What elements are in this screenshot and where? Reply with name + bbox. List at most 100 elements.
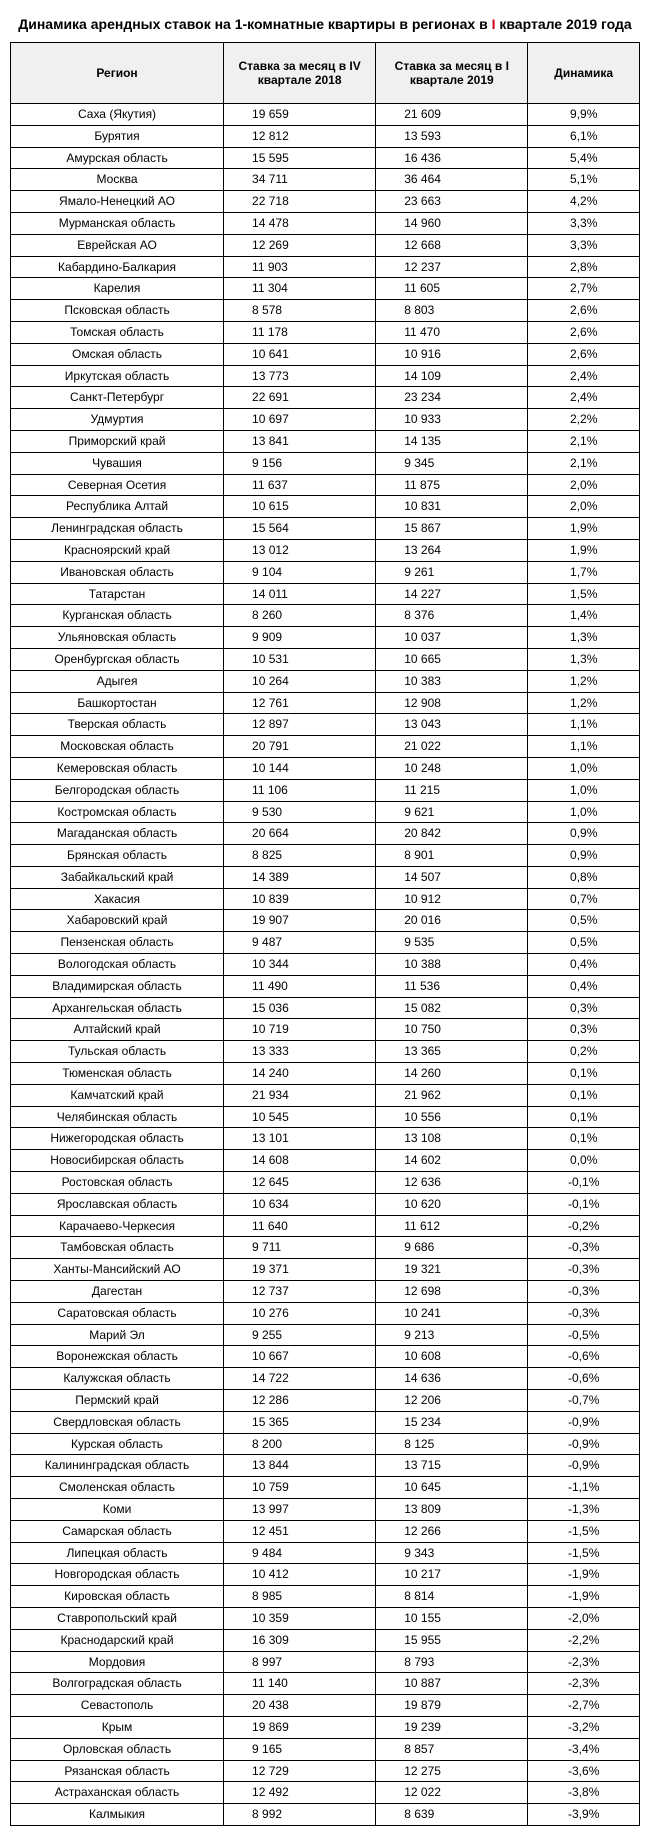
cell-q4: 12 737 — [224, 1281, 376, 1303]
cell-region: Тюменская область — [11, 1063, 224, 1085]
table-row: Алтайский край10 71910 7500,3% — [11, 1019, 640, 1041]
header-row: Регион Ставка за месяц в IV квартале 201… — [11, 43, 640, 104]
table-row: Удмуртия10 69710 9332,2% — [11, 409, 640, 431]
cell-region: Камчатский край — [11, 1084, 224, 1106]
cell-region: Северная Осетия — [11, 474, 224, 496]
cell-region: Еврейская АО — [11, 234, 224, 256]
cell-q4: 10 759 — [224, 1477, 376, 1499]
cell-q4: 12 729 — [224, 1760, 376, 1782]
title-after: квартале 2019 года — [495, 16, 631, 32]
cell-dyn: -3,8% — [528, 1782, 640, 1804]
cell-dyn: -0,9% — [528, 1433, 640, 1455]
cell-q4: 10 634 — [224, 1193, 376, 1215]
table-row: Кемеровская область10 14410 2481,0% — [11, 757, 640, 779]
cell-dyn: -0,3% — [528, 1281, 640, 1303]
cell-dyn: 1,2% — [528, 670, 640, 692]
table-row: Омская область10 64110 9162,6% — [11, 343, 640, 365]
cell-q4: 15 036 — [224, 997, 376, 1019]
cell-region: Воронежская область — [11, 1346, 224, 1368]
cell-dyn: -1,9% — [528, 1564, 640, 1586]
col-region: Регион — [11, 43, 224, 104]
table-row: Волгоградская область11 14010 887-2,3% — [11, 1673, 640, 1695]
cell-q4: 11 903 — [224, 256, 376, 278]
cell-q4: 22 691 — [224, 387, 376, 409]
cell-dyn: 1,9% — [528, 518, 640, 540]
col-dyn: Динамика — [528, 43, 640, 104]
table-row: Астраханская область12 49212 022-3,8% — [11, 1782, 640, 1804]
cell-region: Курская область — [11, 1433, 224, 1455]
cell-q1: 8 803 — [376, 300, 528, 322]
cell-q1: 12 908 — [376, 692, 528, 714]
cell-q4: 10 359 — [224, 1607, 376, 1629]
cell-region: Дагестан — [11, 1281, 224, 1303]
cell-q4: 11 140 — [224, 1673, 376, 1695]
table-row: Костромская область9 5309 6211,0% — [11, 801, 640, 823]
table-row: Калмыкия8 9928 639-3,9% — [11, 1804, 640, 1826]
cell-region: Забайкальский край — [11, 866, 224, 888]
table-row: Камчатский край21 93421 9620,1% — [11, 1084, 640, 1106]
table-row: Забайкальский край14 38914 5070,8% — [11, 866, 640, 888]
cell-q1: 19 321 — [376, 1259, 528, 1281]
cell-dyn: -1,5% — [528, 1520, 640, 1542]
cell-dyn: -1,3% — [528, 1499, 640, 1521]
cell-q1: 15 234 — [376, 1411, 528, 1433]
cell-q4: 9 104 — [224, 561, 376, 583]
cell-q4: 11 640 — [224, 1215, 376, 1237]
cell-region: Ульяновская область — [11, 627, 224, 649]
cell-q1: 13 108 — [376, 1128, 528, 1150]
cell-region: Нижегородская область — [11, 1128, 224, 1150]
cell-dyn: 2,6% — [528, 321, 640, 343]
table-row: Калининградская область13 84413 715-0,9% — [11, 1455, 640, 1477]
table-row: Кировская область8 9858 814-1,9% — [11, 1586, 640, 1608]
cell-dyn: 2,6% — [528, 300, 640, 322]
cell-dyn: -0,2% — [528, 1215, 640, 1237]
table-row: Башкортостан12 76112 9081,2% — [11, 692, 640, 714]
cell-dyn: -0,3% — [528, 1237, 640, 1259]
cell-dyn: 2,8% — [528, 256, 640, 278]
cell-dyn: -0,5% — [528, 1324, 640, 1346]
cell-q4: 10 719 — [224, 1019, 376, 1041]
cell-q1: 11 875 — [376, 474, 528, 496]
cell-q4: 12 645 — [224, 1172, 376, 1194]
cell-q1: 14 109 — [376, 365, 528, 387]
cell-q4: 14 240 — [224, 1063, 376, 1085]
cell-q4: 13 101 — [224, 1128, 376, 1150]
cell-region: Приморский край — [11, 430, 224, 452]
cell-region: Белгородская область — [11, 779, 224, 801]
table-row: Ленинградская область15 56415 8671,9% — [11, 518, 640, 540]
cell-q4: 12 897 — [224, 714, 376, 736]
cell-q1: 13 715 — [376, 1455, 528, 1477]
cell-dyn: -0,3% — [528, 1302, 640, 1324]
cell-dyn: -0,1% — [528, 1172, 640, 1194]
cell-q1: 13 365 — [376, 1041, 528, 1063]
cell-q4: 9 530 — [224, 801, 376, 823]
cell-dyn: 2,7% — [528, 278, 640, 300]
cell-region: Оренбургская область — [11, 648, 224, 670]
cell-region: Мурманская область — [11, 212, 224, 234]
cell-region: Татарстан — [11, 583, 224, 605]
cell-q1: 12 022 — [376, 1782, 528, 1804]
cell-dyn: 1,7% — [528, 561, 640, 583]
cell-q1: 21 962 — [376, 1084, 528, 1106]
cell-region: Хакасия — [11, 888, 224, 910]
cell-dyn: 6,1% — [528, 125, 640, 147]
cell-q4: 12 286 — [224, 1390, 376, 1412]
cell-q1: 10 912 — [376, 888, 528, 910]
cell-q4: 11 490 — [224, 975, 376, 997]
cell-q1: 11 215 — [376, 779, 528, 801]
cell-q4: 8 992 — [224, 1804, 376, 1826]
cell-region: Башкортостан — [11, 692, 224, 714]
cell-q4: 14 011 — [224, 583, 376, 605]
cell-q1: 13 043 — [376, 714, 528, 736]
cell-q1: 9 621 — [376, 801, 528, 823]
cell-q4: 15 365 — [224, 1411, 376, 1433]
table-row: Новгородская область10 41210 217-1,9% — [11, 1564, 640, 1586]
cell-q4: 19 907 — [224, 910, 376, 932]
cell-dyn: 0,3% — [528, 997, 640, 1019]
cell-region: Рязанская область — [11, 1760, 224, 1782]
table-row: Тверская область12 89713 0431,1% — [11, 714, 640, 736]
cell-q1: 14 636 — [376, 1368, 528, 1390]
cell-region: Калужская область — [11, 1368, 224, 1390]
cell-region: Саратовская область — [11, 1302, 224, 1324]
cell-q1: 14 227 — [376, 583, 528, 605]
